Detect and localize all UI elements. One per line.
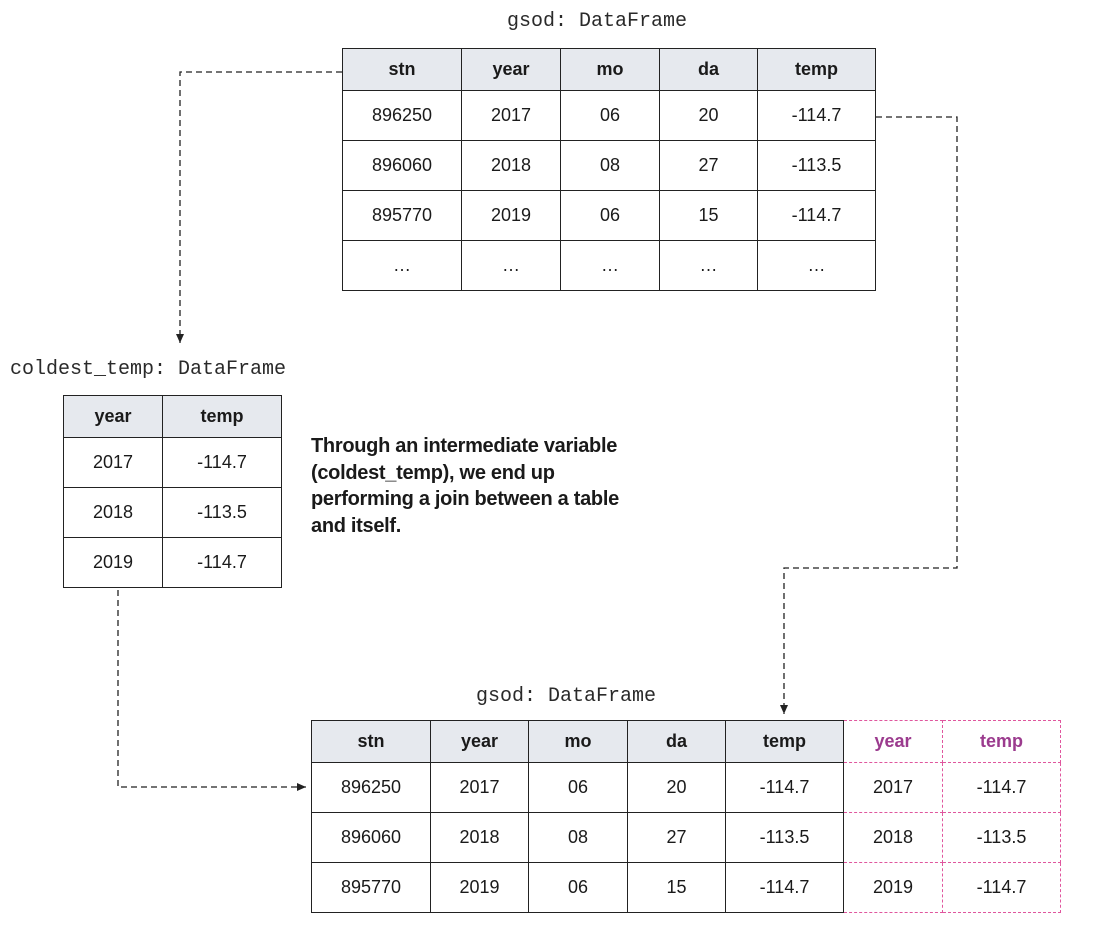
note-line: performing a join between a table (311, 488, 619, 510)
table-cell: 2018 (63, 487, 163, 538)
joined-table-cell: 2017 (843, 762, 943, 813)
table-cell: -114.7 (725, 762, 844, 813)
table-cell: -114.7 (725, 862, 844, 913)
table-cell: … (560, 240, 660, 291)
table-cell: 895770 (311, 862, 431, 913)
table-cell: 27 (659, 140, 758, 191)
column-header: stn (311, 720, 431, 763)
connector-to-result-right (780, 116, 958, 714)
joined-table-cell: 2018 (843, 812, 943, 863)
table-cell: 06 (560, 90, 660, 141)
column-header: temp (757, 48, 876, 91)
note-line: and itself. (311, 514, 402, 537)
table-cell: 896060 (311, 812, 431, 863)
table-header-row: year temp (63, 395, 282, 438)
table-cell: -114.7 (162, 437, 282, 488)
table-cell: -114.7 (757, 90, 876, 141)
connector-to-coldest-temp (176, 71, 342, 343)
table-cell: 20 (627, 762, 726, 813)
table-cell: 15 (627, 862, 726, 913)
result-table-caption: gsod: DataFrame (476, 685, 657, 708)
table-row: 895770 2019 06 15 -114.7 (342, 190, 876, 241)
table-row: 2017 -114.7 (63, 437, 282, 488)
result-gsod-table: stn year mo da temp year temp 896250 2017 06 20 -1… (311, 720, 1061, 913)
table-cell: 27 (627, 812, 726, 863)
table-cell: 2019 (63, 537, 163, 588)
table-cell: 896250 (342, 90, 462, 141)
column-header: year (430, 720, 529, 763)
table-cell: 2019 (461, 190, 561, 241)
table-row: 896060 2018 08 27 -113.5 (342, 140, 876, 191)
table-row: 2018 -113.5 (63, 487, 282, 538)
joined-column-header: temp (942, 720, 1061, 763)
column-header: temp (162, 395, 282, 438)
column-header: mo (528, 720, 628, 763)
table-cell: … (757, 240, 876, 291)
joined-table-cell: -114.7 (942, 862, 1061, 913)
table-cell: 2017 (461, 90, 561, 141)
table-header-row: stn year mo da temp year temp (311, 720, 1061, 763)
table-cell: -114.7 (757, 190, 876, 241)
table-cell: -113.5 (757, 140, 876, 191)
column-header: mo (560, 48, 660, 91)
table-cell: … (342, 240, 462, 291)
column-header: da (627, 720, 726, 763)
table-cell: 06 (560, 190, 660, 241)
table-cell: 2017 (63, 437, 163, 488)
top-table-caption: gsod: DataFrame (507, 10, 688, 33)
table-cell: 2019 (430, 862, 529, 913)
top-gsod-table: stn year mo da temp 896250 2017 06 20 -114.7 8960… (342, 48, 876, 291)
note-line: (coldest_temp), we end up (311, 461, 555, 484)
joined-table-cell: -113.5 (942, 812, 1061, 863)
column-header: year (63, 395, 163, 438)
column-header: temp (725, 720, 844, 763)
table-cell: 2018 (430, 812, 529, 863)
joined-column-header: year (843, 720, 943, 763)
table-cell: 08 (528, 812, 628, 863)
table-cell: 20 (659, 90, 758, 141)
explanation-note: Through an intermediate variable (coldes… (311, 433, 671, 539)
note-line: Through an intermediate variable (311, 435, 618, 457)
table-cell: 2017 (430, 762, 529, 813)
table-cell: -113.5 (162, 487, 282, 538)
table-row: 2019 -114.7 (63, 537, 282, 588)
table-cell: … (659, 240, 758, 291)
connector-to-result-left (117, 590, 306, 791)
table-cell: -114.7 (162, 537, 282, 588)
coldest-table-caption: coldest_temp: DataFrame (10, 358, 287, 381)
joined-table-cell: 2019 (843, 862, 943, 913)
coldest-temp-table: year temp 2017 -114.7 2018 -113.5 2019 -114.7 (63, 395, 282, 588)
table-cell: 896060 (342, 140, 462, 191)
table-row: 895770 2019 06 15 -114.7 2019 -114.7 (311, 862, 1061, 913)
table-row: …………… (342, 240, 876, 291)
table-row: 896250 2017 06 20 -114.7 (342, 90, 876, 141)
